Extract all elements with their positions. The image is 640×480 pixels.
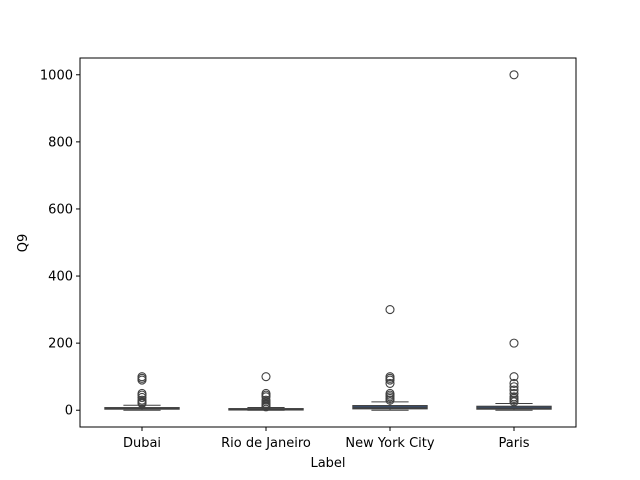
box-group-new-york-city: [352, 305, 428, 411]
outlier-point: [509, 378, 519, 388]
outlier-point: [509, 392, 519, 402]
outlier-point: [261, 388, 271, 399]
outlier-point: [509, 70, 519, 80]
x-tick-label: Paris: [499, 436, 530, 451]
outlier-point: [509, 338, 519, 348]
outlier-point: [385, 388, 395, 399]
x-tick-label: New York City: [345, 436, 434, 451]
outlier-point: [509, 385, 519, 395]
box-iqr: [352, 405, 428, 410]
outlier-point: [385, 378, 395, 388]
box-group-dubai: [104, 372, 180, 411]
plot-frame: [79, 57, 577, 428]
y-tick-label: 800: [48, 135, 73, 150]
y-tick-label: 1000: [40, 68, 73, 83]
x-axis: Dubai Rio de Janeiro New York City Paris: [123, 427, 530, 451]
outlier-point: [137, 372, 147, 382]
plot-layer: [104, 70, 552, 412]
outlier-point: [137, 388, 147, 399]
y-axis-label: Q9: [16, 234, 31, 253]
outlier-point: [261, 372, 271, 382]
outlier-point: [509, 372, 519, 382]
x-tick-label: Dubai: [123, 436, 161, 451]
outlier-point: [385, 372, 395, 382]
box-group-rio-de-janeiro: [228, 372, 304, 412]
y-tick-label: 600: [48, 202, 73, 217]
x-tick-label: Rio de Janeiro: [221, 436, 311, 451]
y-tick-label: 0: [65, 404, 73, 419]
outlier-point: [137, 392, 147, 403]
y-tick-label: 400: [48, 270, 73, 285]
outlier-point: [509, 382, 519, 392]
y-axis: 0 200 400 600 800 1000: [40, 68, 80, 419]
outlier-point: [137, 395, 147, 405]
outlier-point: [509, 388, 519, 399]
outlier-point: [261, 395, 271, 405]
box-group-paris: [476, 70, 552, 411]
y-tick-label: 200: [48, 337, 73, 352]
outlier-point: [385, 305, 395, 315]
x-axis-label: Label: [310, 456, 345, 471]
